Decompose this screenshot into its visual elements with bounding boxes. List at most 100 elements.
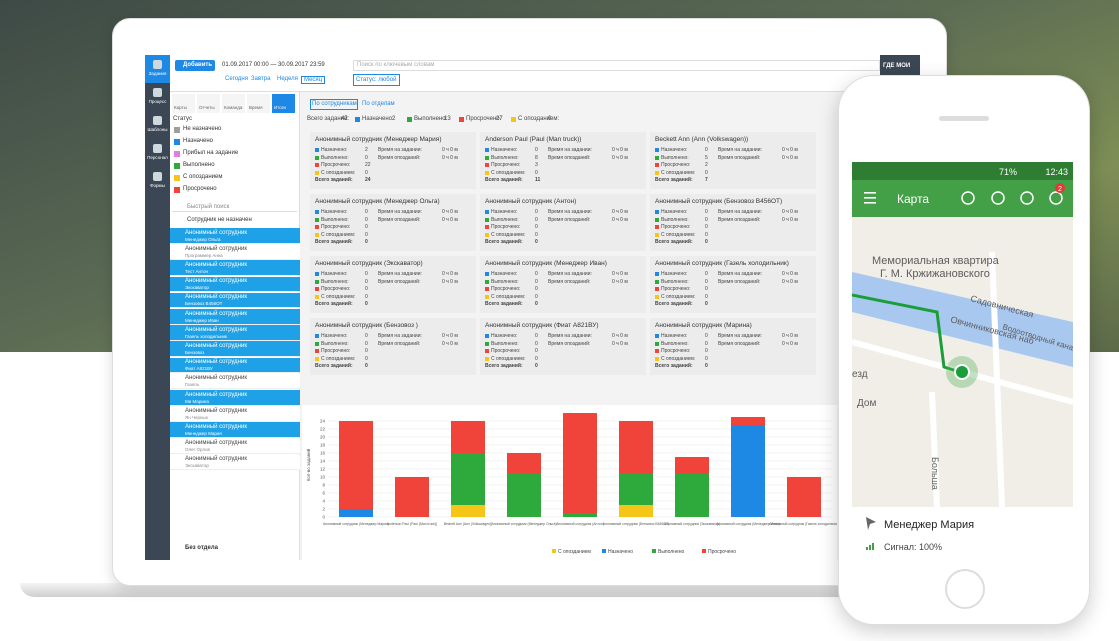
employee-name[interactable]: Анонимный сотрудник: [185, 261, 247, 268]
status-label[interactable]: С опозданием: [183, 174, 223, 180]
status-label[interactable]: Прибыл на задание: [183, 150, 239, 156]
search-placeholder[interactable]: Поиск по ключевым словам: [357, 62, 435, 68]
nav-icon[interactable]: [153, 60, 162, 69]
employee-name[interactable]: Анонимный сотрудник: [185, 326, 247, 333]
tab[interactable]: [197, 94, 220, 113]
nav-label[interactable]: Задания: [148, 71, 167, 76]
employee-sub[interactable]: Газель: [185, 382, 199, 388]
tab[interactable]: [272, 94, 295, 113]
quick-period[interactable]: Сегодня: [225, 76, 248, 82]
employee-row[interactable]: [170, 276, 300, 293]
employee-sub[interactable]: Олег Орлов: [185, 447, 210, 453]
card[interactable]: [310, 256, 476, 313]
employee-name[interactable]: Анонимный сотрудник: [185, 359, 247, 366]
nav-label[interactable]: Процесс: [148, 99, 167, 104]
card[interactable]: [480, 256, 646, 313]
quick-search-label[interactable]: Быстрый поиск: [187, 204, 230, 210]
employee-sub[interactable]: Экскаватор: [185, 463, 209, 469]
employee-name[interactable]: Анонимный сотрудник: [185, 407, 247, 414]
quick-search[interactable]: [172, 202, 297, 212]
employee-row[interactable]: [170, 390, 300, 406]
add-button[interactable]: [175, 60, 215, 71]
status-check[interactable]: [174, 187, 180, 193]
employee-name[interactable]: Анонимный сотрудник: [185, 440, 247, 447]
employee-row[interactable]: [170, 309, 300, 325]
employee-sub[interactable]: Экскаватор: [185, 285, 209, 291]
card[interactable]: [650, 256, 816, 313]
tab[interactable]: [222, 94, 245, 113]
quick-period[interactable]: Неделя: [277, 76, 298, 82]
view-tab[interactable]: [310, 99, 358, 110]
status-check[interactable]: [174, 175, 180, 181]
search-box[interactable]: [353, 60, 880, 71]
employee-name[interactable]: Анонимный сотрудник: [185, 294, 247, 301]
tab-label[interactable]: Команда: [224, 105, 243, 110]
unassigned[interactable]: Сотрудник не назначен: [187, 217, 252, 223]
status-check[interactable]: [174, 139, 180, 145]
employee-sub[interactable]: Менеджер Ольга: [185, 236, 221, 242]
add-label[interactable]: Добавить: [183, 62, 213, 68]
employee-name[interactable]: Анонимный сотрудник: [185, 342, 247, 349]
tab-label[interactable]: Время: [249, 105, 263, 110]
employee-sub[interactable]: Менеджер Мария: [185, 430, 222, 436]
employee-row[interactable]: [170, 373, 300, 390]
status-check[interactable]: [174, 151, 180, 157]
status-check[interactable]: [174, 127, 180, 133]
employee-name[interactable]: Анонимный сотрудник: [185, 229, 247, 236]
tab-label[interactable]: Отчеты: [199, 105, 215, 110]
employee-name[interactable]: Анонимный сотрудник: [185, 375, 247, 382]
status-label[interactable]: Назначено: [183, 138, 213, 144]
card[interactable]: [310, 194, 476, 251]
quick-period[interactable]: Завтра: [251, 76, 271, 82]
employee-sub[interactable]: Бензовоз В456ОТ: [185, 301, 223, 307]
card[interactable]: [650, 132, 816, 189]
nav-label[interactable]: Формы: [150, 183, 165, 188]
nav-icon[interactable]: [153, 88, 162, 97]
employee-row[interactable]: [170, 454, 300, 471]
period[interactable]: 01.09.2017 00:00 — 30.09.2017 23:59: [222, 62, 325, 68]
employee-row[interactable]: [170, 260, 300, 276]
card[interactable]: [310, 132, 476, 189]
employee-row[interactable]: [170, 406, 300, 422]
view-tab-label[interactable]: По отделам: [362, 101, 395, 107]
tab[interactable]: [172, 94, 195, 113]
employee-row[interactable]: [170, 325, 300, 341]
no-department[interactable]: Без отдела: [185, 545, 218, 551]
nav-icon[interactable]: [153, 144, 162, 153]
nav-icon[interactable]: [153, 116, 162, 125]
employee-sub[interactable]: Тест Антон: [185, 268, 209, 274]
status-check[interactable]: [174, 163, 180, 169]
employee-sub[interactable]: Ми Марина: [185, 398, 209, 404]
employee-sub[interactable]: Фиат А821ВУ: [185, 366, 213, 372]
card[interactable]: [310, 318, 476, 375]
employee-name[interactable]: Анонимный сотрудник: [185, 456, 247, 463]
quick-period[interactable]: Месяц: [301, 76, 326, 84]
tab-label[interactable]: Карты: [174, 105, 187, 110]
employee-sub[interactable]: Менеджер Иван: [185, 317, 219, 323]
tab[interactable]: [247, 94, 270, 113]
employee-name[interactable]: Анонимный сотрудник: [185, 245, 247, 252]
employee-name[interactable]: Анонимный сотрудник: [185, 391, 247, 398]
nav-icon[interactable]: [153, 172, 162, 181]
card[interactable]: [650, 318, 816, 375]
employee-row[interactable]: [170, 228, 300, 244]
status-label[interactable]: Выполнено: [183, 162, 215, 168]
employee-row[interactable]: [170, 438, 300, 455]
employee-row[interactable]: [170, 357, 300, 374]
employee-sub[interactable]: Газель холодильник: [185, 333, 227, 339]
nav-label[interactable]: Персонал: [147, 155, 168, 160]
status-label[interactable]: Не назначено: [183, 126, 222, 132]
employee-row[interactable]: [170, 244, 300, 260]
employee-name[interactable]: Анонимный сотрудник: [185, 310, 247, 317]
status-filter[interactable]: [353, 74, 400, 86]
tab-label[interactable]: Итоги: [274, 105, 286, 110]
view-tab-label[interactable]: По сотрудникам: [312, 101, 357, 107]
employee-name[interactable]: Анонимный сотрудник: [185, 278, 247, 285]
card[interactable]: [480, 318, 646, 375]
status-label[interactable]: Просрочено: [183, 186, 217, 192]
nav-label[interactable]: Шаблоны: [147, 127, 168, 132]
card[interactable]: [480, 194, 646, 251]
status-filter-label[interactable]: Статус: любой: [356, 77, 397, 83]
employee-row[interactable]: [170, 422, 300, 438]
card[interactable]: [480, 132, 646, 189]
